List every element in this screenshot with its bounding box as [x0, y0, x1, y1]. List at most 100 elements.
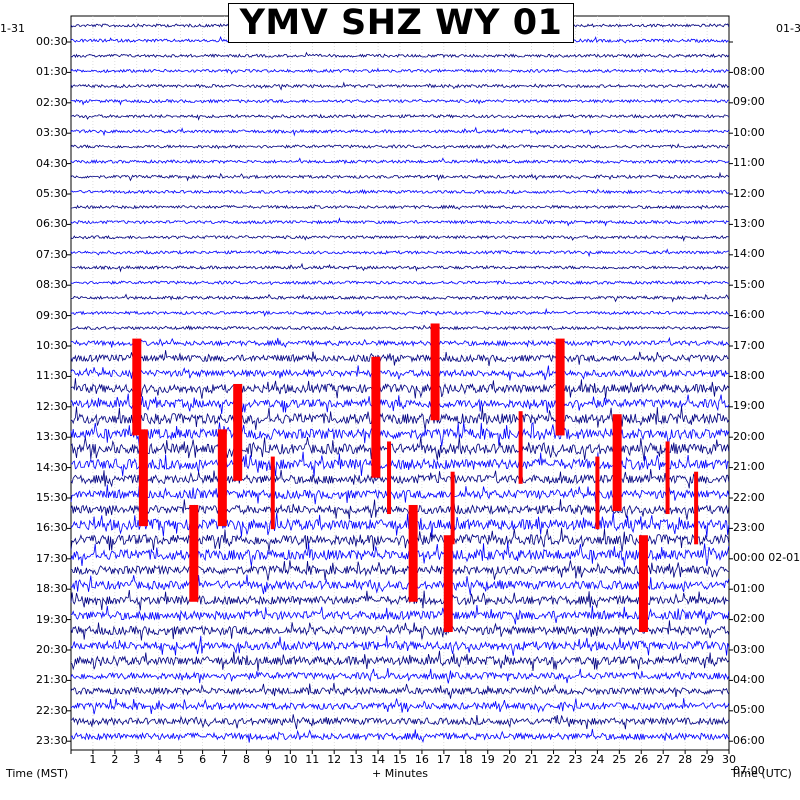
right-time-label: 02:00 [733, 612, 765, 626]
seismic-event-highlight [443, 535, 453, 633]
seismic-trace [70, 98, 729, 106]
right-time-label: 17:00 [733, 338, 765, 352]
minute-tick-label: 24 [590, 753, 605, 766]
minute-tick-label: 1 [89, 753, 97, 766]
left-time-label: 09:30 [36, 308, 68, 322]
right-time-label: 21:00 [733, 460, 765, 474]
minute-tick-label: 5 [177, 753, 185, 766]
left-time-label: 05:30 [36, 187, 68, 200]
seismic-event-highlight [638, 535, 648, 633]
seismic-trace [71, 560, 729, 581]
left-time-label: 16:30 [36, 521, 68, 535]
seismic-trace [70, 590, 730, 611]
seismic-event-highlight [518, 411, 523, 484]
seismic-trace [70, 542, 730, 567]
seismic-event-highlight [387, 441, 392, 515]
seismic-trace [70, 698, 730, 715]
right-time-label: 20:00 [733, 429, 765, 443]
right-time-label: 23:00 [733, 521, 765, 534]
seismic-event-highlight [270, 456, 275, 530]
minute-tick-label: 18 [458, 753, 473, 766]
x-label-left: Time (MST) [6, 767, 69, 780]
left-time-label: 23:30 [36, 734, 68, 748]
seismic-trace [70, 234, 729, 242]
minute-tick-label: 10 [283, 753, 298, 766]
seismic-trace [70, 728, 730, 743]
right-time-label: 11:00 [733, 156, 765, 170]
right-time-label: 03:00 [733, 642, 765, 656]
right-time-label: 16:00 [733, 308, 765, 322]
right-time-label: 05:00 [733, 703, 765, 717]
left-time-label: 02:30 [36, 95, 68, 109]
right-time-label: 22:00 [733, 490, 765, 504]
seismic-trace [70, 157, 730, 165]
right-time-label: 10:00 [733, 125, 765, 139]
left-time-label: 07:30 [36, 247, 68, 261]
left-time-label: 03:30 [36, 126, 68, 140]
seismic-event-highlight [132, 338, 142, 436]
seismic-trace [70, 81, 730, 91]
left-time-label: 04:30 [36, 156, 68, 170]
seismic-event-highlight [408, 504, 418, 602]
seismic-trace [70, 350, 729, 367]
left-time-label: 11:30 [36, 369, 68, 383]
minute-tick-label: 4 [155, 753, 163, 766]
left-time-label: 12:30 [36, 399, 68, 413]
seismic-trace [70, 620, 730, 641]
left-time-label: 17:30 [36, 551, 68, 565]
minute-tick-label: 25 [612, 753, 627, 766]
seismic-event-highlight [694, 471, 699, 545]
right-time-label: 19:00 [733, 399, 765, 413]
seismic-trace [70, 51, 730, 59]
left-time-label: 22:30 [36, 703, 68, 717]
seismic-trace [70, 248, 729, 258]
minute-tick-label: 13 [349, 753, 364, 766]
chart-title: YMV SHZ WY 01 [228, 3, 574, 43]
right-time-label: 09:00 [733, 95, 765, 109]
seismic-trace [70, 171, 730, 182]
seismic-event-highlight [665, 441, 670, 515]
seismic-trace [70, 113, 730, 121]
seismic-trace [70, 378, 730, 399]
left-time-label: 15:30 [36, 491, 68, 504]
minute-tick-label: 7 [221, 753, 229, 766]
left-time-label: 18:30 [36, 582, 68, 596]
seismic-trace [70, 67, 729, 75]
minute-tick-label: 16 [414, 753, 429, 766]
minute-tick-label: 21 [524, 753, 539, 766]
left-time-label: 08:30 [36, 278, 68, 292]
left-time-label: 01:30 [36, 65, 68, 79]
left-time-label: 13:30 [36, 430, 68, 444]
seismic-trace [70, 635, 730, 656]
seismic-trace [70, 204, 730, 211]
seismic-trace [70, 143, 730, 150]
right-time-label: 06:00 [733, 733, 765, 747]
right-time-label: 00:00 02-01 [733, 551, 800, 565]
right-corner-date: 01-3 [776, 22, 800, 35]
seismic-trace [70, 512, 730, 538]
seismic-trace [70, 650, 730, 672]
seismic-trace [70, 605, 730, 625]
left-time-label: 14:30 [36, 460, 68, 474]
seismic-trace [70, 324, 730, 331]
minute-tick-label: 2 [111, 753, 119, 766]
minute-tick-label: 8 [242, 753, 250, 766]
minute-tick-label: 22 [546, 753, 561, 766]
seismic-trace [70, 393, 730, 414]
seismic-event-highlight [371, 356, 381, 478]
seismic-event-highlight [450, 471, 455, 545]
right-time-label: 14:00 [733, 247, 765, 261]
seismic-trace [70, 682, 730, 699]
seismic-trace [70, 188, 730, 195]
right-time-label: 04:00 [733, 673, 765, 686]
right-time-label: 13:00 [733, 217, 765, 230]
seismic-trace [70, 668, 730, 684]
left-time-label: 00:30 [36, 35, 68, 48]
x-label-right: Time (UTC) [731, 767, 792, 780]
seismic-event-highlight [189, 504, 199, 602]
minute-tick-label: 30 [722, 753, 736, 766]
left-time-label: 10:30 [36, 339, 68, 352]
seismic-trace [70, 714, 730, 730]
